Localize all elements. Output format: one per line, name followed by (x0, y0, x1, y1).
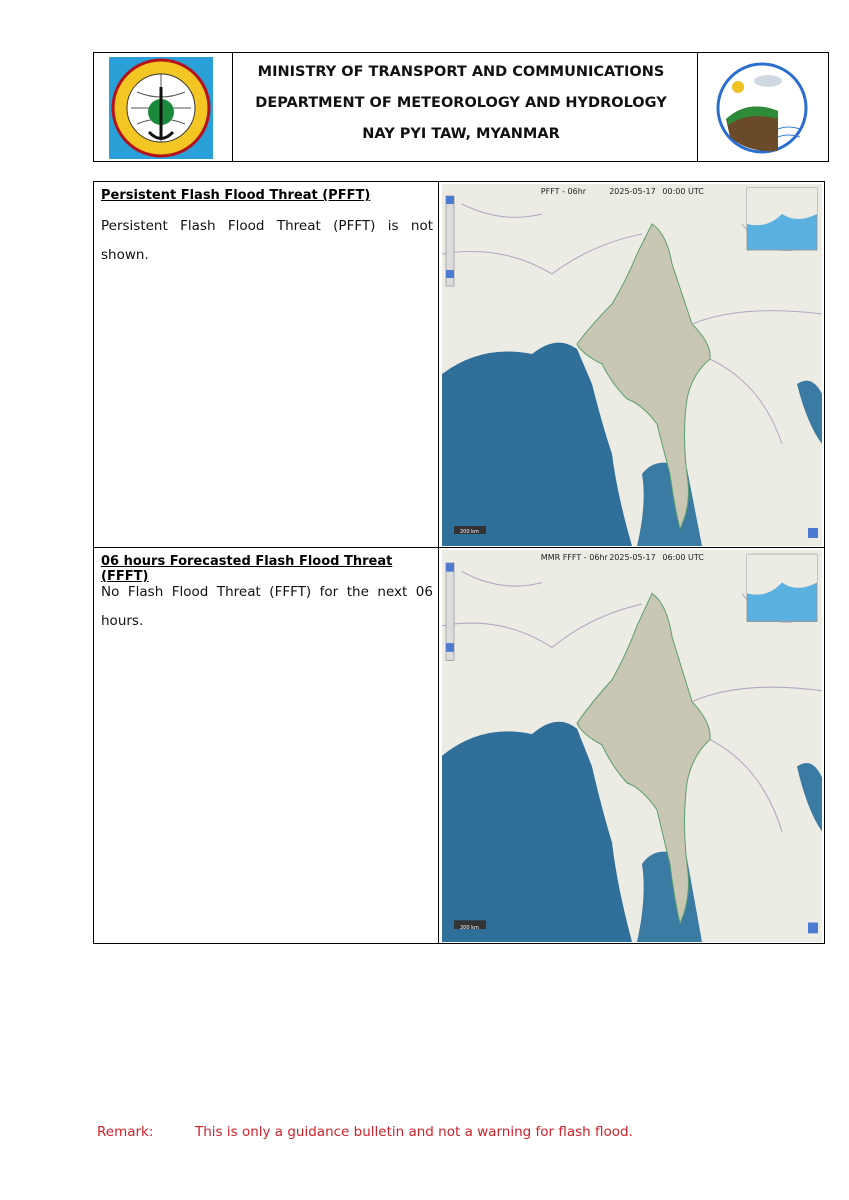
map: PFFT - 06hr 2025-05-17 00:00 UTC 200 km (442, 184, 822, 546)
zoom-button (446, 643, 454, 652)
remark-label: Remark: (97, 1124, 154, 1140)
map-time: 00:00 UTC (662, 187, 704, 196)
ocean (797, 380, 822, 444)
map-art (442, 184, 822, 546)
content-table: Persistent Flash Flood Threat (PFFT) Per… (93, 181, 825, 944)
section: Persistent Flash Flood Threat (PFFT) Per… (94, 182, 438, 547)
scale-bar (454, 526, 486, 534)
scale-bar (454, 920, 486, 930)
map-scale: 200 km (460, 925, 479, 931)
section-text: Persistent Flash Flood Threat (PFFT) is … (101, 218, 433, 263)
map-scale: 200 km (460, 529, 479, 535)
country (576, 223, 711, 531)
map-art (442, 550, 822, 942)
section-title: 06 hours Forecasted Flash Flood Threat (… (101, 554, 393, 584)
zoom-button (446, 196, 454, 204)
inset-land (747, 188, 817, 226)
ministry-logo (109, 57, 213, 159)
zoom-button (446, 270, 454, 278)
zoom-button (446, 562, 454, 572)
divider (438, 182, 439, 943)
map-date: 2025-05-17 (609, 553, 656, 562)
map-date: 2025-05-17 (609, 187, 656, 196)
borders (442, 571, 822, 832)
map-time: 06:00 UTC (662, 553, 704, 562)
inset-land (747, 554, 817, 595)
dmh-logo (716, 62, 808, 154)
country (576, 592, 711, 926)
section-text: No Flash Flood Threat (FFFT) for the nex… (101, 584, 433, 629)
zoom-bar (445, 562, 455, 661)
header-line: NAY PYI TAW, MYANMAR (362, 126, 560, 142)
borders (442, 203, 822, 445)
header-line: MINISTRY OF TRANSPORT AND COMMUNICATIONS (257, 64, 665, 80)
ocean (442, 342, 632, 546)
info-button (808, 528, 818, 538)
section: 06 hours Forecasted Flash Flood Threat (… (94, 548, 438, 943)
remark-text: This is only a guidance bulletin and not… (195, 1124, 633, 1140)
section-title: Persistent Flash Flood Threat (PFFT) (101, 188, 371, 203)
map-title: PFFT - 06hr (541, 187, 587, 196)
ocean (797, 762, 822, 832)
divider (232, 53, 233, 161)
map-title: MMR FFFT - 06hr (541, 553, 609, 562)
divider (697, 53, 698, 161)
divider (94, 547, 824, 548)
map: MMR FFFT - 06hr 2025-05-17 06:00 UTC 200 km (442, 550, 822, 942)
header-table: MINISTRY OF TRANSPORT AND COMMUNICATIONS… (93, 52, 829, 162)
info-button (808, 922, 818, 934)
header-line: DEPARTMENT OF METEOROLOGY AND HYDROLOGY (255, 95, 667, 111)
ocean (442, 721, 632, 942)
